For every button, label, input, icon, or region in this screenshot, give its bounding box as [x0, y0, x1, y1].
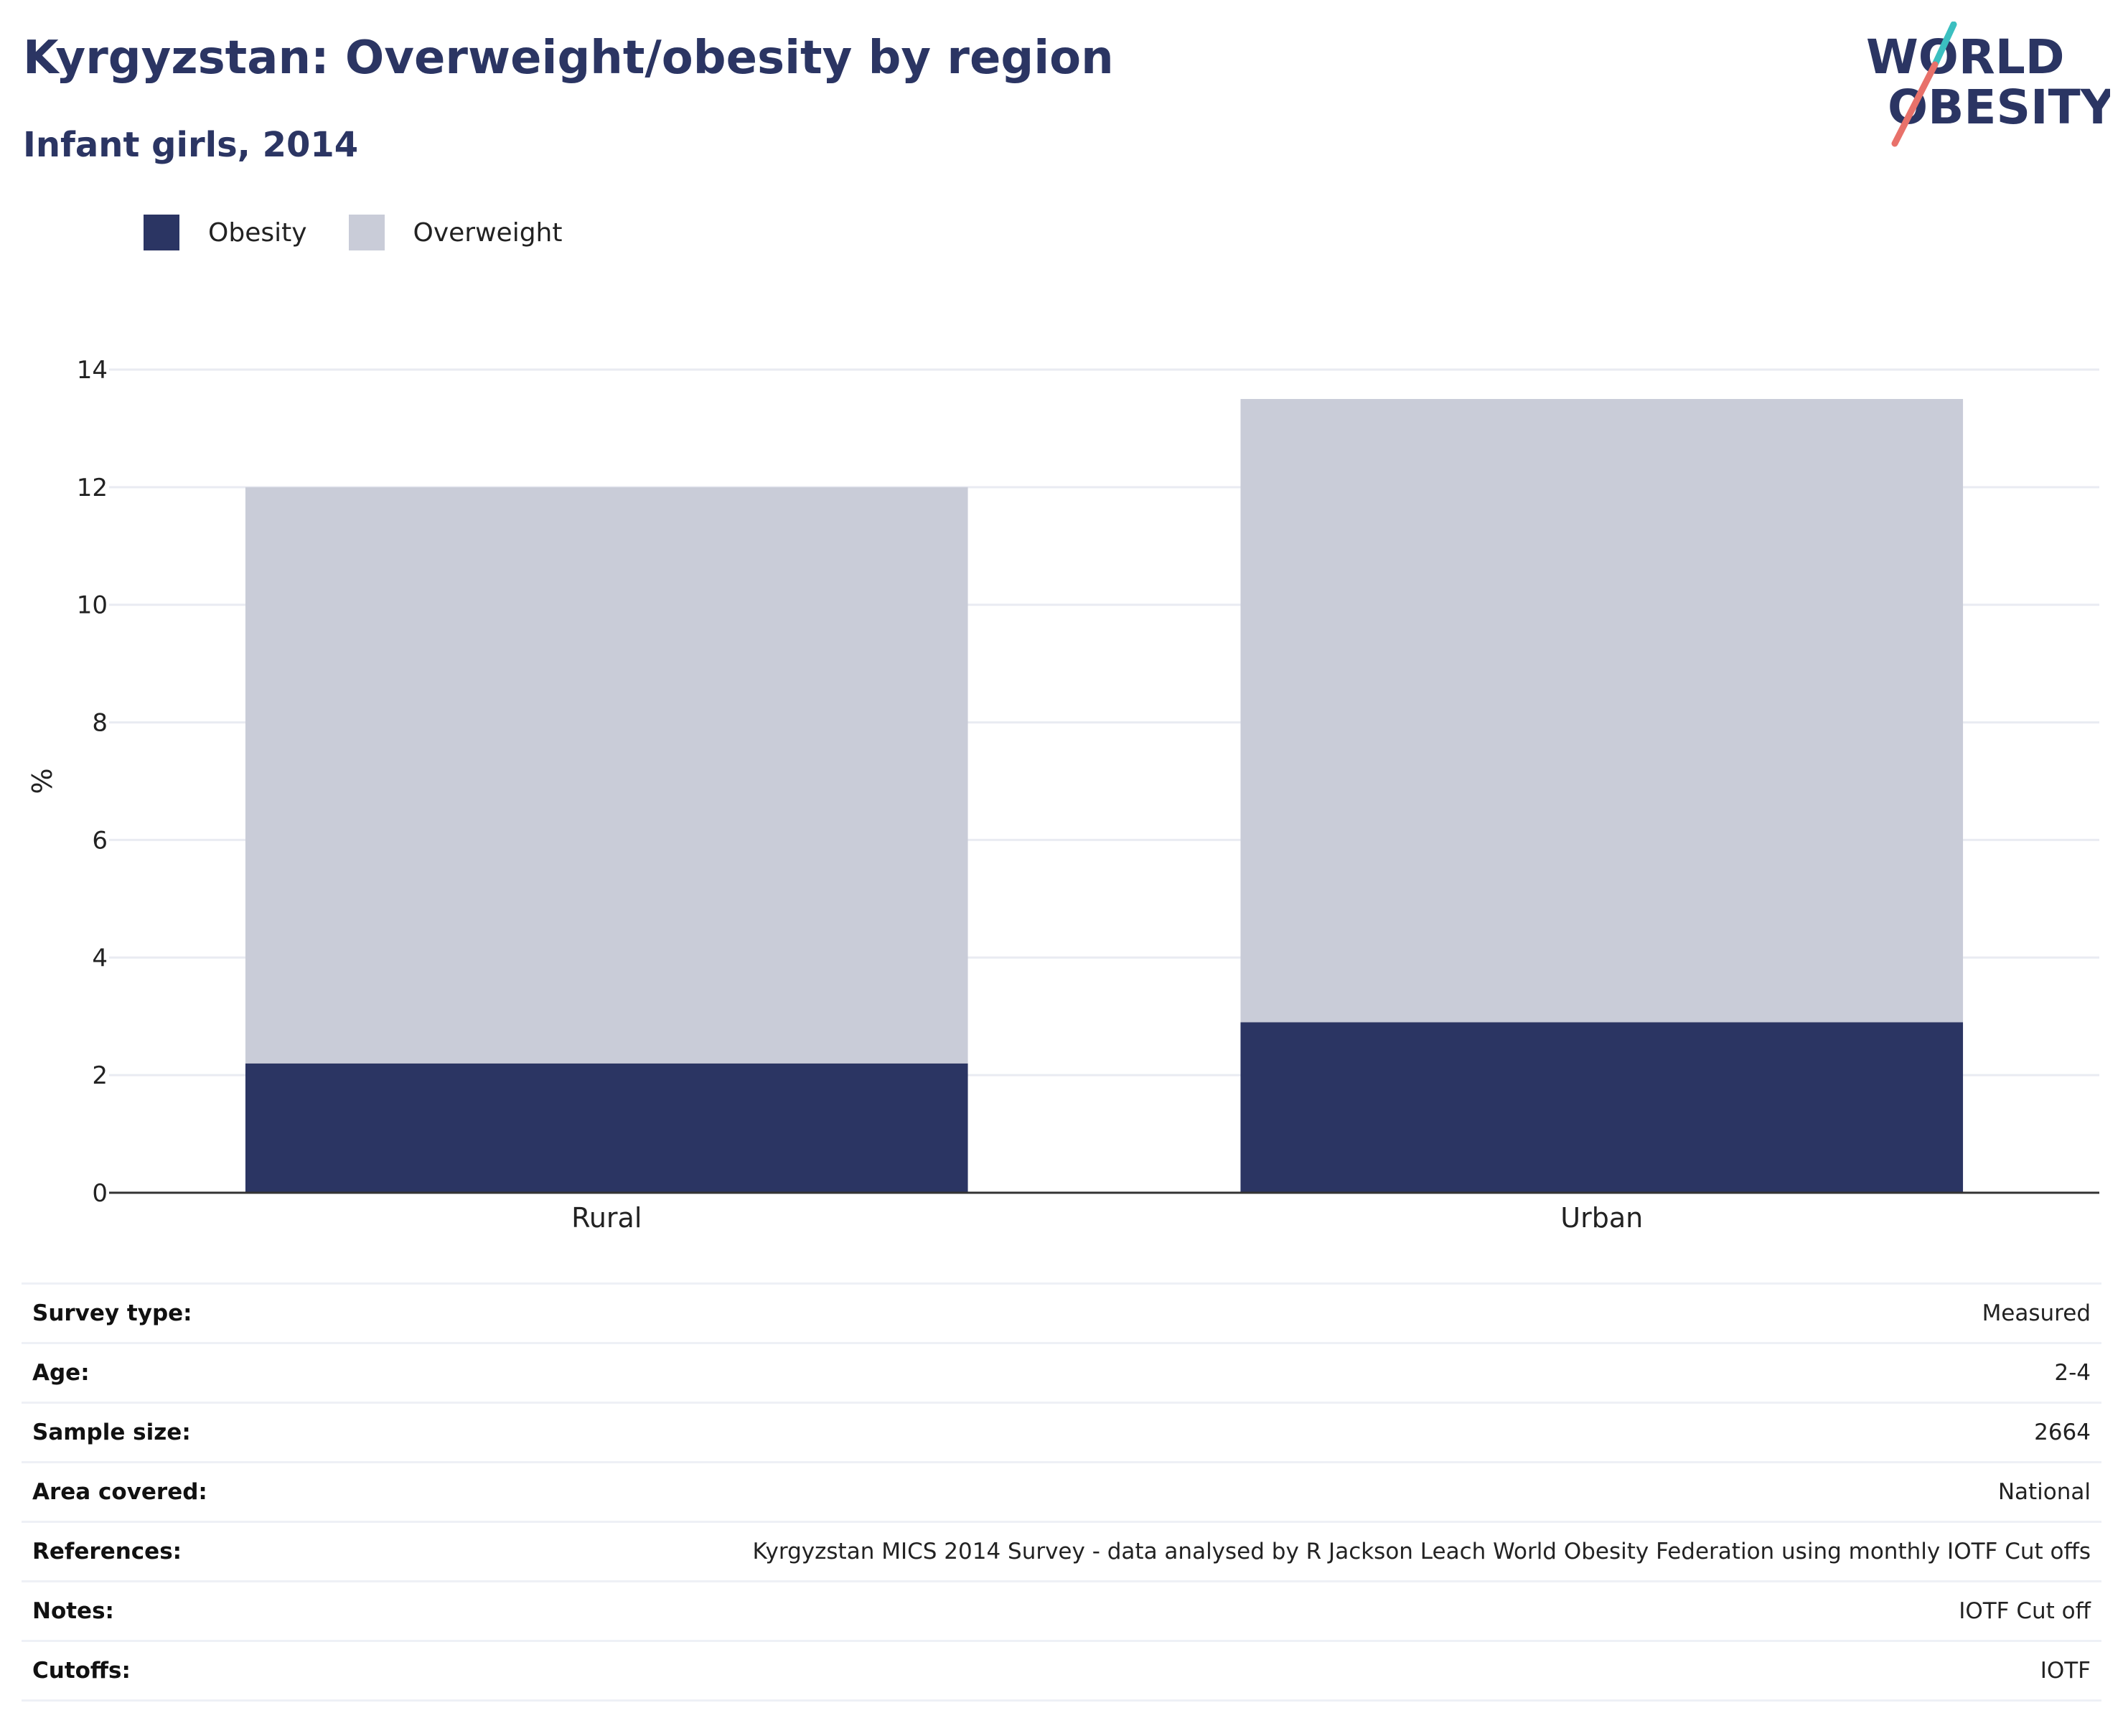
bar-chart: 0 2 4 6 8 10 12 14% Rural Urban — [27, 356, 2099, 1234]
info-row-area-covered: Area covered: National — [22, 1463, 2101, 1523]
bar-obesity-urban — [1240, 1022, 1964, 1193]
bar-overweight-urban — [1240, 398, 1964, 1023]
info-row-age: Age: 2-4 — [22, 1344, 2101, 1404]
bar-overweight-rural — [245, 487, 968, 1064]
logo-slash-top — [1931, 22, 1957, 68]
legend-swatch-obesity — [144, 215, 179, 250]
y-tick-label: 2 — [92, 1061, 108, 1090]
info-label-sample-size: Sample size: — [32, 1420, 191, 1445]
info-value-references: Kyrgyzstan MICS 2014 Survey - data analy… — [752, 1539, 2091, 1564]
info-row-sample-size: Sample size: 2664 — [22, 1404, 2101, 1463]
info-label-notes: Notes: — [32, 1598, 114, 1624]
legend-item-overweight[interactable]: Overweight — [348, 215, 563, 250]
logo-text-world: WORLD — [1866, 29, 2065, 85]
chart-title: Kyrgyzstan: Overweight/obesity by region — [23, 32, 1114, 85]
y-tick-label: 14 — [77, 356, 108, 385]
y-tick-label: 6 — [92, 826, 108, 855]
info-value-survey-type: Measured — [1982, 1300, 2091, 1326]
info-row-survey-type: Survey type: Measured — [22, 1285, 2101, 1344]
info-value-notes: IOTF Cut off — [1959, 1598, 2091, 1624]
logo-slash-bottom — [1891, 61, 1939, 147]
bar-obesity-rural — [245, 1063, 968, 1193]
legend-swatch-overweight — [348, 215, 385, 250]
info-row-notes: Notes: IOTF Cut off — [22, 1582, 2101, 1642]
chart-subtitle: Infant girls, 2014 — [23, 125, 359, 165]
y-axis-title: % — [27, 768, 58, 794]
y-tick-label: 10 — [77, 591, 108, 620]
x-tick-label: Urban — [1560, 1202, 1643, 1234]
y-tick-label: 8 — [92, 709, 108, 738]
info-row-references: References: Kyrgyzstan MICS 2014 Survey … — [22, 1523, 2101, 1582]
survey-info-table: Survey type: Measured Age: 2-4 Sample si… — [22, 1282, 2101, 1702]
info-value-sample-size: 2664 — [2034, 1420, 2091, 1445]
y-tick-label: 0 — [92, 1179, 108, 1208]
legend-item-obesity[interactable]: Obesity — [144, 215, 307, 250]
info-value-age: 2-4 — [2054, 1360, 2091, 1386]
info-value-area-covered: National — [1997, 1479, 2091, 1505]
x-tick-label: Rural — [571, 1202, 642, 1234]
legend-label-obesity: Obesity — [208, 217, 307, 248]
y-tick-label: 12 — [77, 474, 108, 502]
info-value-cutoffs: IOTF — [2040, 1658, 2091, 1684]
info-label-area-covered: Area covered: — [32, 1479, 207, 1505]
info-label-age: Age: — [32, 1360, 90, 1386]
info-label-references: References: — [32, 1539, 182, 1564]
world-obesity-logo: WORLD OBESITY — [1866, 22, 2110, 147]
info-row-cutoffs: Cutoffs: IOTF — [22, 1642, 2101, 1702]
y-tick-label: 4 — [92, 944, 108, 972]
info-label-cutoffs: Cutoffs: — [32, 1658, 131, 1684]
info-label-survey-type: Survey type: — [32, 1300, 192, 1326]
chart-legend: Obesity Overweight — [144, 212, 604, 253]
legend-label-overweight: Overweight — [413, 217, 563, 248]
